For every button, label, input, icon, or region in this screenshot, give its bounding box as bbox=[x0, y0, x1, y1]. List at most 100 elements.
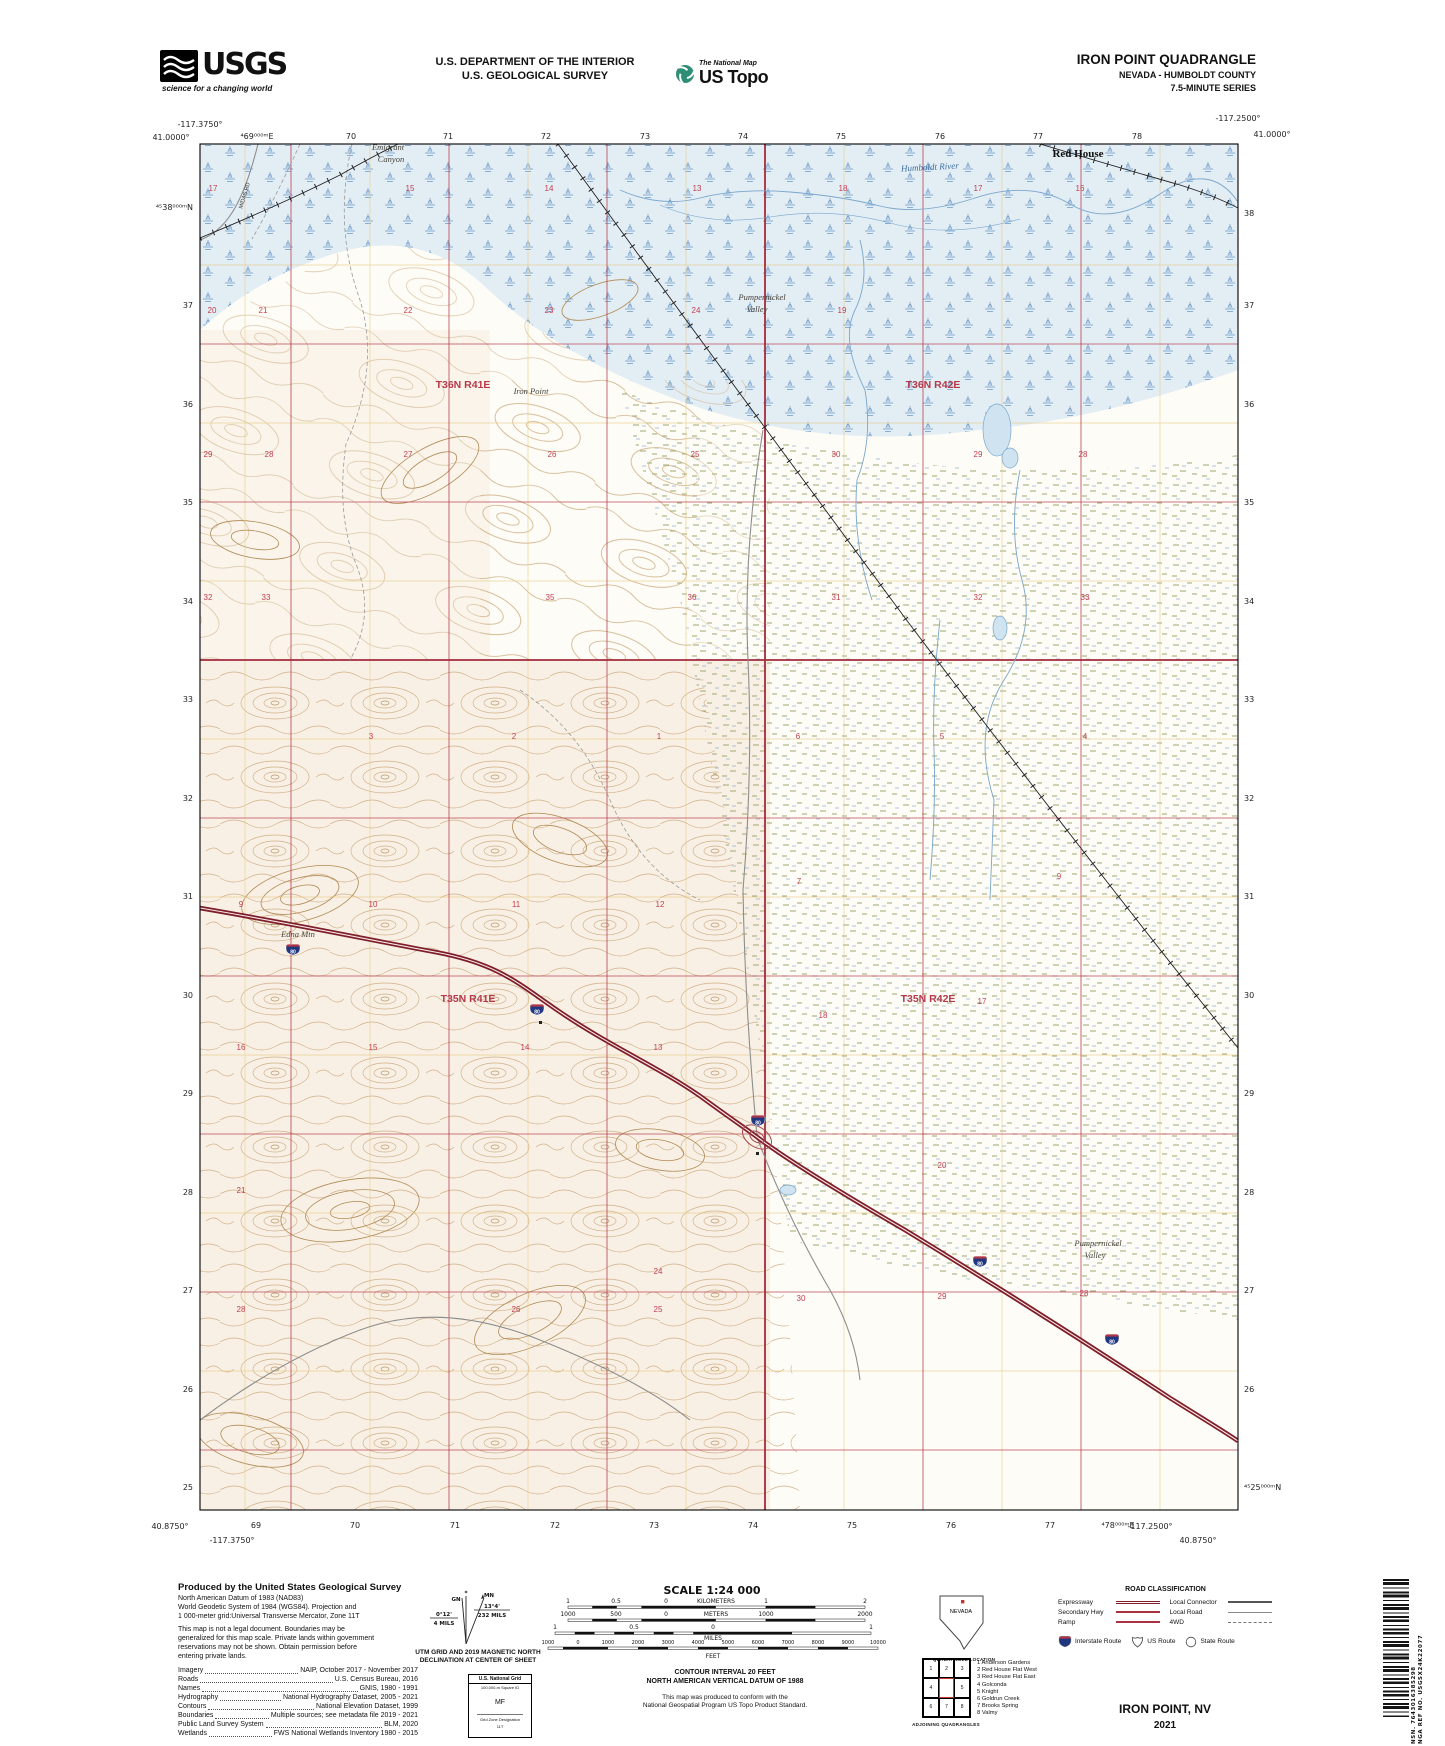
source-row: Imagery NAIP, October 2017 - November 201… bbox=[178, 1667, 418, 1674]
map-label: T35N R41E bbox=[441, 993, 496, 1005]
source-row: Wetlands FWS National Wetlands Inventory … bbox=[178, 1730, 418, 1737]
section-number: 14 bbox=[521, 1043, 530, 1052]
quadrangle-location-map: NEVADA bbox=[939, 1595, 984, 1650]
grid-easting-bottom: ⁴78⁰⁰⁰ᵐE bbox=[1101, 1521, 1134, 1530]
credits-block: Produced by the United States Geological… bbox=[178, 1583, 418, 1738]
scale-tick: 6000 bbox=[752, 1640, 765, 1646]
road-class-row: Ramp bbox=[1058, 1617, 1162, 1627]
usng-title: U.S. National Grid bbox=[469, 1675, 531, 1684]
corner-coordinate: 41.0000° bbox=[1253, 130, 1290, 139]
map-label: Humboldt River bbox=[900, 160, 960, 173]
section-number: 17 bbox=[978, 997, 987, 1006]
scale-tick: 1000 bbox=[758, 1611, 773, 1618]
source-row: Public Land Survey System BLM, 2020 bbox=[178, 1721, 418, 1728]
grid-northing-right: ⁴⁵25⁰⁰⁰ᵐN bbox=[1244, 1483, 1281, 1492]
section-number: 27 bbox=[404, 450, 413, 459]
usng-gzd-label: Grid Zone Designation bbox=[479, 1717, 521, 1722]
section-number: 2 bbox=[512, 732, 517, 741]
source-row: Hydrography National Hydrography Dataset,… bbox=[178, 1694, 418, 1701]
usng-box: U.S. National Grid 100,000-m Square ID M… bbox=[468, 1674, 532, 1738]
section-number: 26 bbox=[548, 450, 557, 459]
agency-heading: U.S. DEPARTMENT OF THE INTERIOR U.S. GEO… bbox=[405, 55, 665, 83]
adjoining-quad-name: 1 Anderson Gardens bbox=[977, 1660, 1031, 1666]
grid-northing-right: 27 bbox=[1244, 1286, 1254, 1295]
scale-tick: 10000 bbox=[870, 1640, 886, 1646]
source-row: Roads U.S. Census Bureau, 2016 bbox=[178, 1676, 418, 1683]
grid-easting-bottom: 70 bbox=[350, 1521, 360, 1530]
grid-northing-right: 29 bbox=[1244, 1089, 1254, 1098]
adjoining-quad-name: 2 Red House Flat West bbox=[977, 1667, 1037, 1674]
scale-tick: 7000 bbox=[782, 1640, 795, 1646]
usng-square-id: MF bbox=[494, 1699, 506, 1706]
scale-tick: 1 bbox=[764, 1598, 768, 1605]
local-roads bbox=[200, 144, 861, 1421]
map-label: Red House bbox=[1052, 148, 1103, 160]
interstate-route-number: 80 bbox=[977, 1262, 983, 1268]
interstate-shield-icon bbox=[1058, 1636, 1072, 1648]
scale-tick: 0.5 bbox=[611, 1598, 621, 1605]
adjoining-cell: 2 bbox=[938, 1659, 955, 1679]
section-number: 5 bbox=[940, 732, 945, 741]
section-number: 18 bbox=[819, 1011, 828, 1020]
road-class-row: 4WD bbox=[1170, 1617, 1274, 1627]
road-class-row: Secondary Hwy bbox=[1058, 1607, 1162, 1617]
us-route-shield-icon bbox=[1132, 1636, 1144, 1647]
disclaimer-line: entering private lands. bbox=[178, 1653, 247, 1660]
grid-northing-left: 33 bbox=[183, 695, 193, 704]
agency-line2: U.S. GEOLOGICAL SURVEY bbox=[461, 70, 609, 82]
corner-coordinate: -117.2500° bbox=[1127, 1522, 1172, 1531]
scale-tick: 2000 bbox=[857, 1611, 872, 1618]
grid-northing-right: 31 bbox=[1244, 892, 1254, 901]
map-label: Canyon bbox=[378, 154, 404, 164]
section-number: 10 bbox=[369, 900, 378, 909]
road-class-row: Local Connector bbox=[1170, 1597, 1274, 1607]
adjoining-cell: 6 bbox=[923, 1697, 939, 1717]
scale-bar-row: 1000 0 1000 2000 3000 4000 5000 6000 7000 8000 900… bbox=[542, 1640, 886, 1660]
corner-coordinate: 40.8750° bbox=[1179, 1536, 1216, 1545]
agency-line1: U.S. DEPARTMENT OF THE INTERIOR bbox=[435, 56, 635, 68]
scale-tick: 4000 bbox=[692, 1640, 705, 1646]
legend-state-route: State Route bbox=[1185, 1636, 1235, 1648]
scale-unit-label: METERS bbox=[704, 1611, 729, 1618]
contour-blobs bbox=[200, 279, 705, 1468]
section-number: 32 bbox=[204, 593, 213, 602]
scale-tick: 3000 bbox=[662, 1640, 675, 1646]
section-number: 15 bbox=[369, 1043, 378, 1052]
source-row: Names GNIS, 1980 - 1991 bbox=[178, 1685, 418, 1692]
grid-easting-bottom: 72 bbox=[550, 1521, 560, 1530]
section-number: 17 bbox=[974, 184, 983, 193]
grid-northing-right: 34 bbox=[1244, 597, 1254, 606]
section-number: 19 bbox=[838, 306, 847, 315]
adjoining-cell: 8 bbox=[954, 1697, 970, 1717]
sheet-name-block: IRON POINT, NV 2021 bbox=[1030, 1702, 1300, 1731]
road-class-row: Expressway bbox=[1058, 1597, 1162, 1607]
adjoining-quad-list: 1 Anderson Gardens 2 Red House Flat West 3… bbox=[977, 1660, 1037, 1718]
ponds bbox=[779, 403, 1019, 1196]
grid-easting-bottom: 75 bbox=[847, 1521, 857, 1530]
nsn-reference: NSN. 7643016385298 NGA REF NO. USGSX24K2… bbox=[1411, 1574, 1425, 1744]
section-number: 14 bbox=[545, 184, 554, 193]
grid-northing-right: 36 bbox=[1244, 400, 1254, 409]
grid-easting-top: 78 bbox=[1132, 132, 1142, 141]
map-label: Pumpernickel bbox=[1073, 1238, 1122, 1248]
contour-note: CONTOUR INTERVAL 20 FEET NORTH AMERICAN … bbox=[642, 1669, 808, 1709]
section-number: 13 bbox=[693, 184, 702, 193]
quad-location-dot bbox=[961, 1600, 965, 1604]
grid-northing-left: 30 bbox=[183, 991, 193, 1000]
series-label: 7.5-MINUTE SERIES bbox=[1170, 83, 1256, 93]
grid-northing-left: 31 bbox=[183, 892, 193, 901]
us-topo-label: US Topo bbox=[699, 67, 769, 87]
grid-easting-top: 75 bbox=[836, 132, 846, 141]
section-number: 13 bbox=[654, 1043, 663, 1052]
grid-northing-left: 28 bbox=[183, 1188, 193, 1197]
quadrangle-title: IRON POINT QUADRANGLE bbox=[1076, 52, 1256, 67]
grid-northing-left: 36 bbox=[183, 400, 193, 409]
adjoining-cell: 7 bbox=[938, 1697, 955, 1717]
corner-coordinate: 40.8750° bbox=[151, 1522, 188, 1531]
svg-text:SCALE 1:24 000: SCALE 1:24 000 bbox=[663, 1584, 760, 1597]
interstate-route-number: 80 bbox=[755, 1121, 761, 1127]
datum-line: North American Datum of 1983 (NAD83) bbox=[178, 1595, 304, 1602]
scale-tick: 0 bbox=[711, 1624, 715, 1631]
national-map-icon bbox=[676, 65, 695, 85]
